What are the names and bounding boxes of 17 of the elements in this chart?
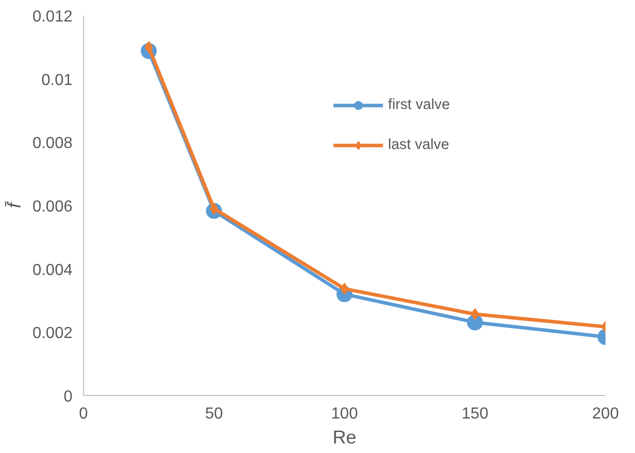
y-tick-label: 0.01 [41,72,73,89]
legend-label: first valve [388,97,450,113]
y-tick-label: 0.006 [32,198,73,216]
y-tick-label: 0.008 [32,135,73,152]
y-tick-label: 0.012 [32,8,73,26]
y-tick-label: 0.002 [32,325,73,342]
x-tick-label: 100 [331,406,358,422]
x-tick-label: 50 [205,406,223,422]
x-tick-label: 150 [462,406,488,422]
y-axis-title: f̄ [3,200,24,208]
y-tick-label: 0 [64,388,73,406]
x-tick-label: 0 [79,406,88,422]
x-tick-label: 200 [592,406,619,422]
x-axis-title: Re [332,426,356,448]
point [470,308,480,320]
y-tick-label: 0.004 [32,262,73,279]
legend-label: last valve [388,137,450,153]
